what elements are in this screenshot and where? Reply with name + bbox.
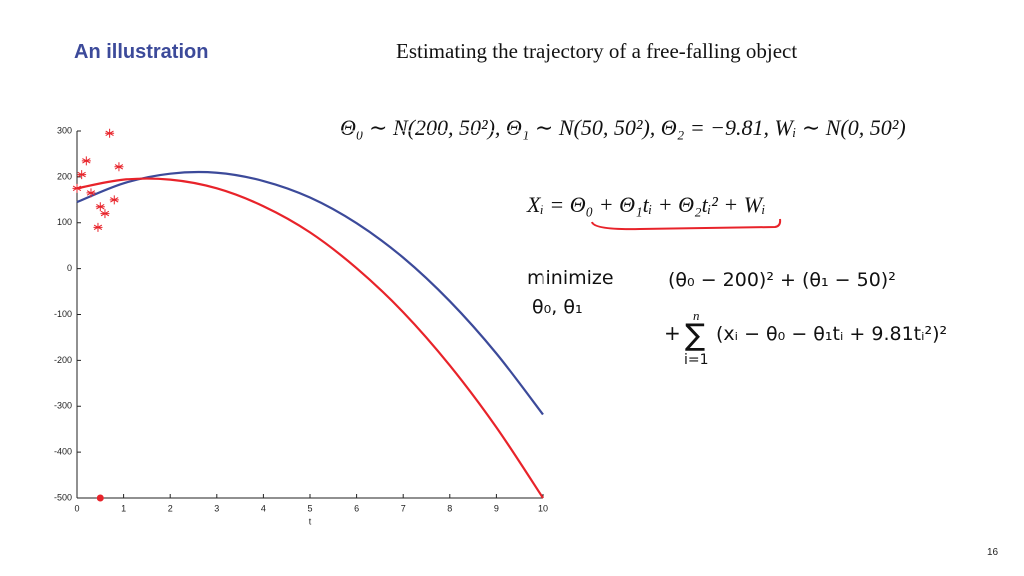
data-point — [86, 188, 96, 198]
slide-subtitle: Estimating the trajectory of a free-fall… — [396, 39, 797, 63]
data-point — [100, 209, 110, 219]
x-tick-label: 8 — [447, 503, 452, 513]
x-tick-label: 5 — [307, 503, 312, 513]
data-point — [72, 183, 82, 193]
x-tick-label: 0 — [74, 503, 79, 513]
curve — [76, 170, 544, 416]
data-point — [81, 156, 91, 166]
y-tick-label: -200 — [54, 355, 72, 365]
x-tick-label: 7 — [401, 503, 406, 513]
y-tick-label: -500 — [54, 492, 72, 502]
y-tick-label: 200 — [57, 171, 72, 181]
data-point — [105, 128, 115, 138]
sum-symbol: ∑ — [685, 318, 705, 353]
y-tick-label: 300 — [57, 125, 72, 135]
x-tick-label: 3 — [214, 503, 219, 513]
objective-part-1: (θ₀ − 200)² + (θ₁ − 50)² — [668, 269, 896, 291]
data-point — [96, 494, 104, 502]
data-point — [93, 222, 103, 232]
x-tick-label: 1 — [121, 503, 126, 513]
sum-lower: i=1 — [684, 352, 709, 368]
data-point — [95, 202, 105, 212]
minimize-variables: θ₀, θ₁ — [532, 296, 583, 318]
page-number: 16 — [987, 547, 999, 558]
underline — [591, 218, 782, 231]
y-tick-label: -100 — [54, 309, 72, 319]
x-tick-label: 6 — [354, 503, 359, 513]
data-point — [109, 195, 119, 205]
y-tick-label: -300 — [54, 401, 72, 411]
y-tick-label: 0 — [67, 263, 72, 273]
sum-upper: n — [693, 308, 700, 323]
data-point — [77, 170, 87, 180]
x-tick-label: 9 — [494, 503, 499, 513]
equation-model: Xᵢ = Θ₀ + Θ₁tᵢ + Θ₂tᵢ² + Wᵢ — [526, 192, 766, 217]
plus-sign: + — [664, 321, 681, 345]
x-tick-label: 2 — [168, 503, 173, 513]
y-tick-label: 100 — [57, 217, 72, 227]
objective-part-2: (xᵢ − θ₀ − θ₁tᵢ + 9.81tᵢ²)² — [716, 323, 947, 345]
x-tick-label: 10 — [538, 503, 548, 513]
minimize-label: minimize — [527, 267, 614, 289]
x-tick-label: 4 — [261, 503, 266, 513]
equation-priors: Θ₀ ∼ N(200, 50²), Θ₁ ∼ N(50, 50²), Θ₂ = … — [340, 115, 906, 140]
y-tick-label: -400 — [54, 447, 72, 457]
slide-title: An illustration — [74, 41, 208, 63]
data-point — [114, 162, 124, 172]
plot-frame — [76, 130, 544, 499]
curve — [76, 177, 544, 499]
x-axis-label: t — [309, 516, 312, 526]
